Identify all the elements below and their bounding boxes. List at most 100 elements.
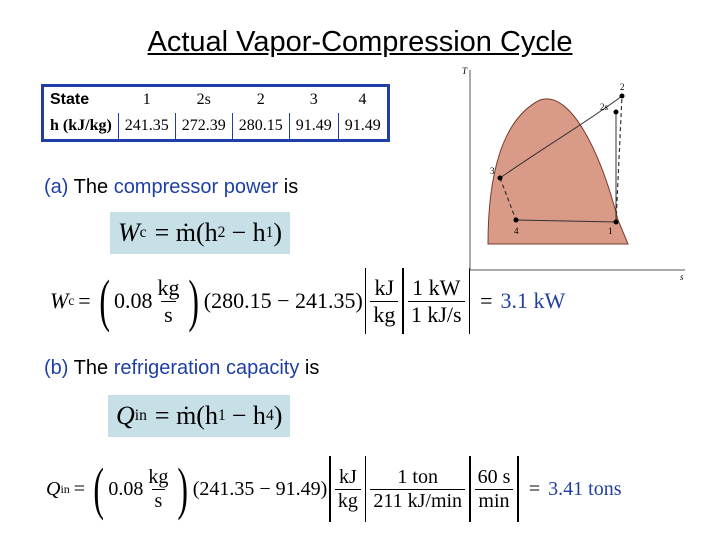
enthalpy-row-label: h (kJ/kg) <box>42 113 119 141</box>
frac-den: 211 kJ/min <box>370 488 466 513</box>
part-b-statement: (b) The refrigeration capacity is <box>44 357 319 380</box>
frac-den: kg <box>334 488 361 513</box>
state-row-label: State <box>42 85 119 113</box>
state-row: State 1 2s 2 3 4 <box>42 85 389 113</box>
enthalpy-cell: 280.15 <box>231 113 290 141</box>
state-cell: 2s <box>175 85 233 113</box>
part-b-prefix: (b) <box>44 357 69 379</box>
part-b-highlight: refrigeration capacity <box>113 357 300 379</box>
divider <box>469 456 471 522</box>
conv-fraction-3: 60 s min <box>475 466 514 513</box>
frac-num: kg <box>148 465 169 488</box>
divider <box>517 456 519 522</box>
conv-fraction-2: 1 kW 1 kJ/s <box>407 274 465 328</box>
part-a-text-1: The <box>73 176 109 198</box>
calc-diff: (280.15 − 241.35) <box>203 288 363 313</box>
part-b-result: 3.41 tons <box>548 477 622 500</box>
frac-den: kg <box>370 300 399 328</box>
state-point-3 <box>497 175 503 181</box>
open-paren: ( <box>93 456 105 521</box>
part-a-statement: (a) The compressor power is <box>44 176 298 199</box>
point-label-3: 3 <box>490 166 495 176</box>
formula-mid: − h <box>231 218 266 247</box>
close-paren: ) <box>177 456 189 521</box>
calc-lhs-sub: in <box>60 481 70 496</box>
formula-rhs: = ṁ(h <box>154 401 218 430</box>
calc-unit-fraction: kg s <box>154 275 182 328</box>
state-cell: 1 <box>118 85 176 113</box>
point-label-2: 2 <box>620 82 625 92</box>
calc-lhs-sub: c <box>68 293 75 308</box>
frac-num: kJ <box>374 274 395 300</box>
expansion-line <box>499 177 517 221</box>
formula-end: ) <box>273 218 283 247</box>
part-a-text-2: is <box>283 176 299 198</box>
state-point-2 <box>619 93 625 99</box>
frac-den: min <box>475 488 513 513</box>
frac-num: kg <box>157 274 180 300</box>
state-cell: 3 <box>289 85 339 113</box>
formula-lhs: Q <box>116 401 135 430</box>
frac-den: s <box>151 488 166 513</box>
calc-diff: (241.35 − 91.49) <box>192 477 328 500</box>
formula-sub: 2 <box>217 224 226 241</box>
point-label-1: 1 <box>608 226 613 236</box>
divider <box>329 456 331 522</box>
frac-den: 1 kJ/s <box>407 300 465 328</box>
conv-fraction-2: 1 ton 211 kJ/min <box>370 465 466 513</box>
calc-unit-fraction: kg s <box>145 466 171 513</box>
divider <box>364 456 367 522</box>
enthalpy-cell: 241.35 <box>117 113 176 141</box>
part-b-text-1: The <box>73 357 109 379</box>
cooling-curve <box>499 95 623 179</box>
formula-mid: − h <box>231 401 266 430</box>
part-a-prefix: (a) <box>44 176 69 198</box>
state-cell: 4 <box>338 85 389 113</box>
frac-num: 1 ton <box>397 465 438 488</box>
divider <box>364 268 367 334</box>
frac-num: 1 kW <box>412 274 461 300</box>
formula-lhs: W <box>118 218 140 247</box>
compression-line <box>615 95 623 223</box>
state-cell: 2 <box>232 85 290 113</box>
equals-sign: = <box>73 477 86 500</box>
enthalpy-cell: 91.49 <box>288 113 339 141</box>
frac-num: kJ <box>338 465 357 488</box>
equals-sign: = <box>480 288 493 313</box>
open-paren: ( <box>98 268 110 333</box>
calc-mdot: 0.08 <box>108 477 144 500</box>
close-paren: ) <box>188 268 200 333</box>
enthalpy-cell: 91.49 <box>337 113 389 141</box>
formula-sub: 4 <box>265 407 274 424</box>
formula-end: ) <box>273 401 283 430</box>
equals-sign: = <box>528 477 541 500</box>
saturation-dome <box>487 98 629 245</box>
formula-sub: 1 <box>217 407 226 424</box>
page-title: Actual Vapor-Compression Cycle <box>147 26 573 58</box>
formula-sub: 1 <box>265 224 274 241</box>
formula-rhs: = ṁ(h <box>154 218 218 247</box>
point-label-4: 4 <box>514 226 519 236</box>
calc-lhs: W <box>50 288 69 313</box>
part-a-result: 3.1 kW <box>500 288 566 313</box>
x-axis-label: s <box>680 272 684 280</box>
frac-den: s <box>161 300 176 328</box>
formula-lhs-sub: c <box>139 224 147 241</box>
evaporation-line <box>515 219 617 223</box>
enthalpy-row: h (kJ/kg) 241.35 272.39 280.15 91.49 91.… <box>42 113 389 141</box>
y-axis-label: T <box>462 66 468 76</box>
part-a-highlight: compressor power <box>113 176 279 198</box>
enthalpy-cell: 272.39 <box>174 113 233 141</box>
frac-num: 60 s <box>477 465 511 488</box>
conv-fraction-1: kJ kg <box>334 465 361 513</box>
state-point-4 <box>513 217 519 223</box>
calc-mdot: 0.08 <box>113 288 153 313</box>
ts-diagram: T s 1 2 2s 3 4 <box>462 66 685 280</box>
divider <box>468 268 471 334</box>
point-label-2s: 2s <box>600 102 609 112</box>
calc-lhs: Q <box>46 477 61 500</box>
